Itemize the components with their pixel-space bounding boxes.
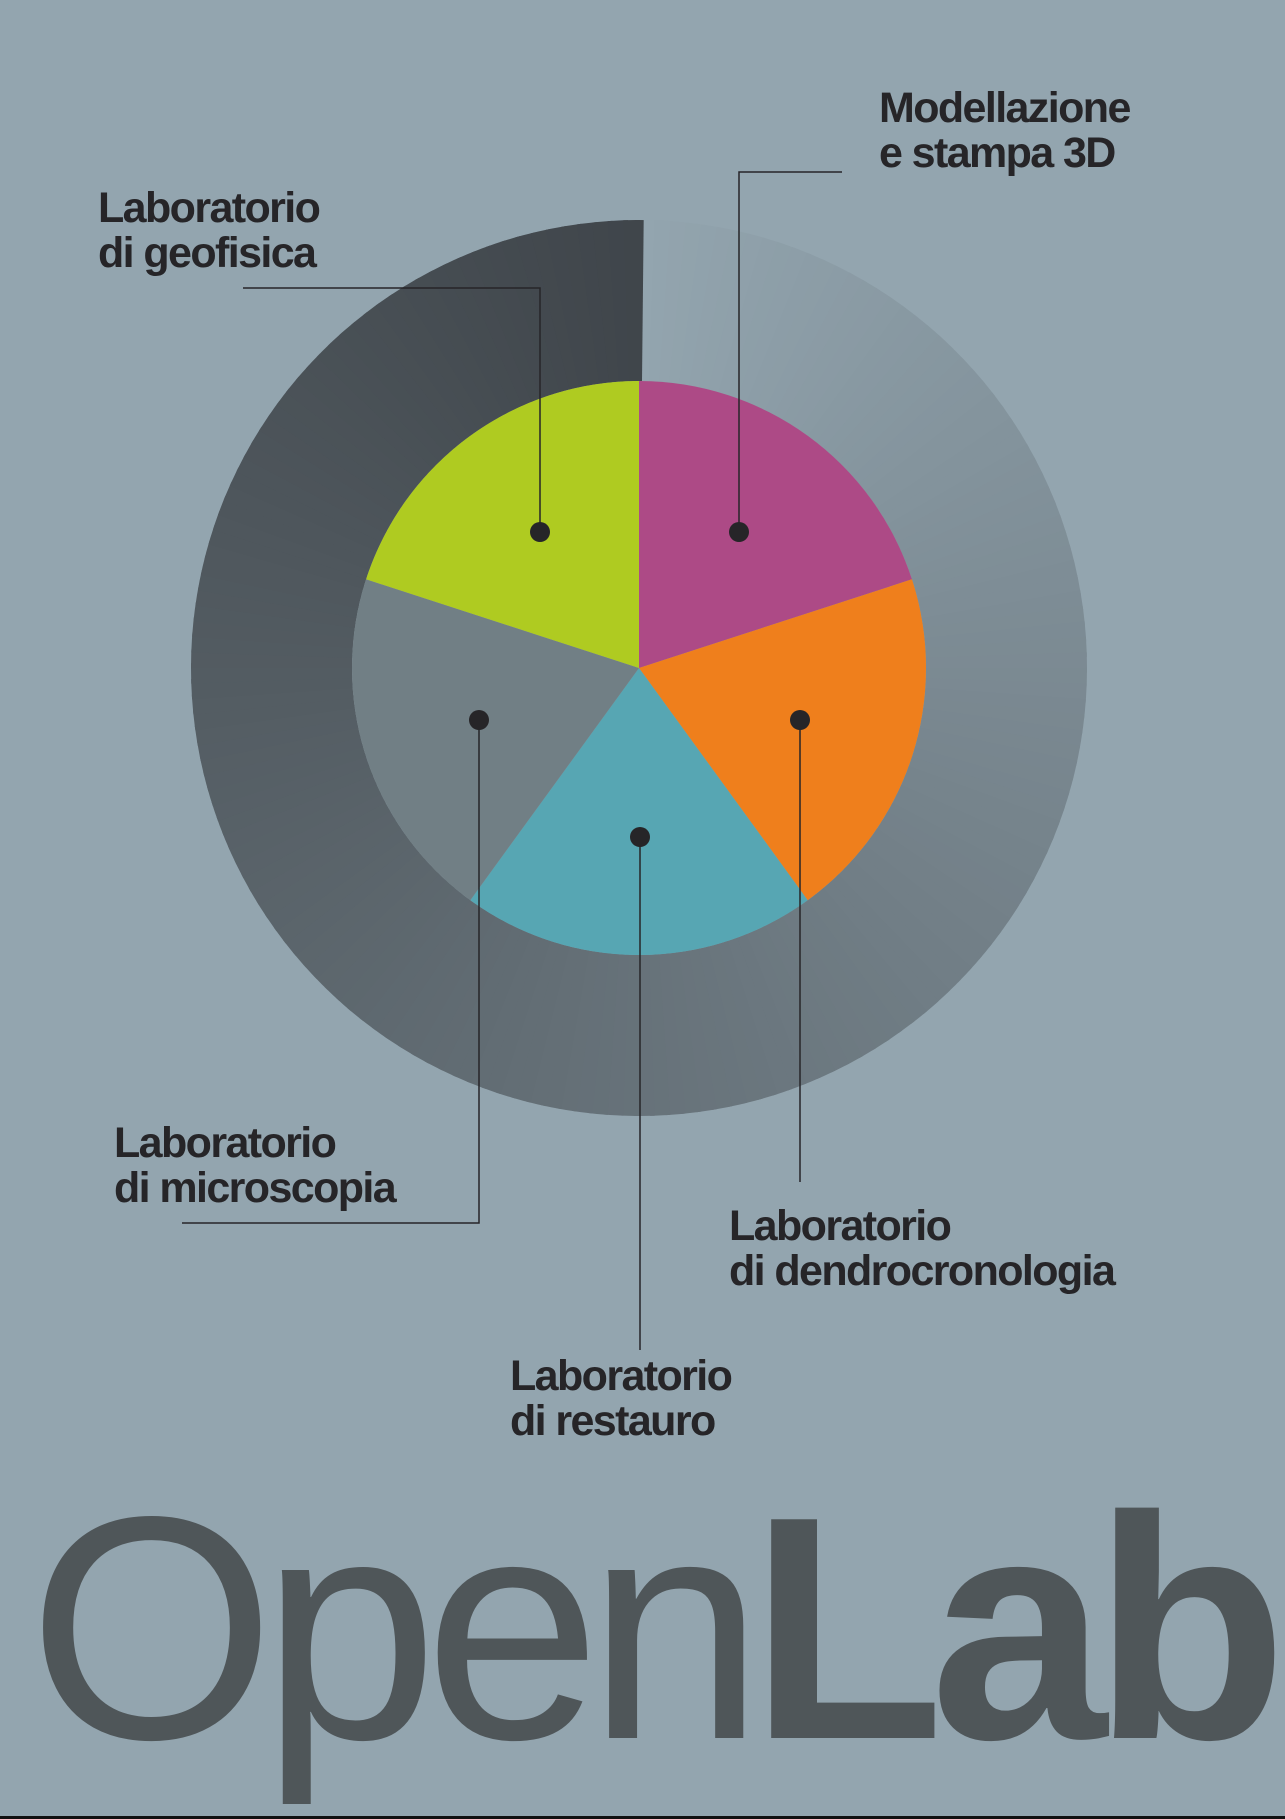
- label-line: Laboratorio: [98, 184, 321, 232]
- label-line: di geofisica: [98, 229, 317, 277]
- pie-slice: [639, 579, 927, 901]
- label-line: di restauro: [510, 1397, 716, 1445]
- label-line: Laboratorio: [729, 1202, 952, 1250]
- logo-lab: Lab: [749, 1451, 1285, 1806]
- logo-open: Open: [28, 1451, 764, 1806]
- marker-dot-dendro: [790, 710, 810, 730]
- label-line: Modellazione: [879, 84, 1131, 132]
- leader-line-microscopia: [182, 720, 480, 1224]
- label-restauro: Laboratorio di restauro: [510, 1352, 733, 1445]
- pie-slice: [366, 381, 639, 668]
- pie-slice: [470, 668, 808, 955]
- pie-slices: [352, 381, 927, 955]
- marker-dot-microscopia: [469, 710, 489, 730]
- pie-slice: [352, 579, 639, 901]
- bottom-rule: [0, 1816, 1285, 1819]
- leader-line-modellazione: [738, 171, 842, 532]
- label-modellazione: Modellazione e stampa 3D: [879, 84, 1131, 177]
- label-geofisica: Laboratorio di geofisica: [98, 184, 321, 277]
- marker-dot-geofisica: [530, 522, 550, 542]
- label-microscopia: Laboratorio di microscopia: [114, 1119, 397, 1212]
- leader-line-geofisica: [243, 287, 541, 532]
- label-line: Laboratorio: [114, 1119, 337, 1167]
- pie-slice: [639, 381, 912, 668]
- label-line: di dendrocronologia: [729, 1247, 1116, 1295]
- label-line: Laboratorio: [510, 1352, 733, 1400]
- label-line: di microscopia: [114, 1164, 397, 1212]
- label-line: e stampa 3D: [879, 129, 1116, 177]
- openlab-logo: OpenLab: [28, 1470, 1285, 1788]
- marker-dot-modellazione: [729, 522, 749, 542]
- label-dendrocronologia: Laboratorio di dendrocronologia: [729, 1202, 1116, 1295]
- marker-dot-restauro: [630, 827, 650, 847]
